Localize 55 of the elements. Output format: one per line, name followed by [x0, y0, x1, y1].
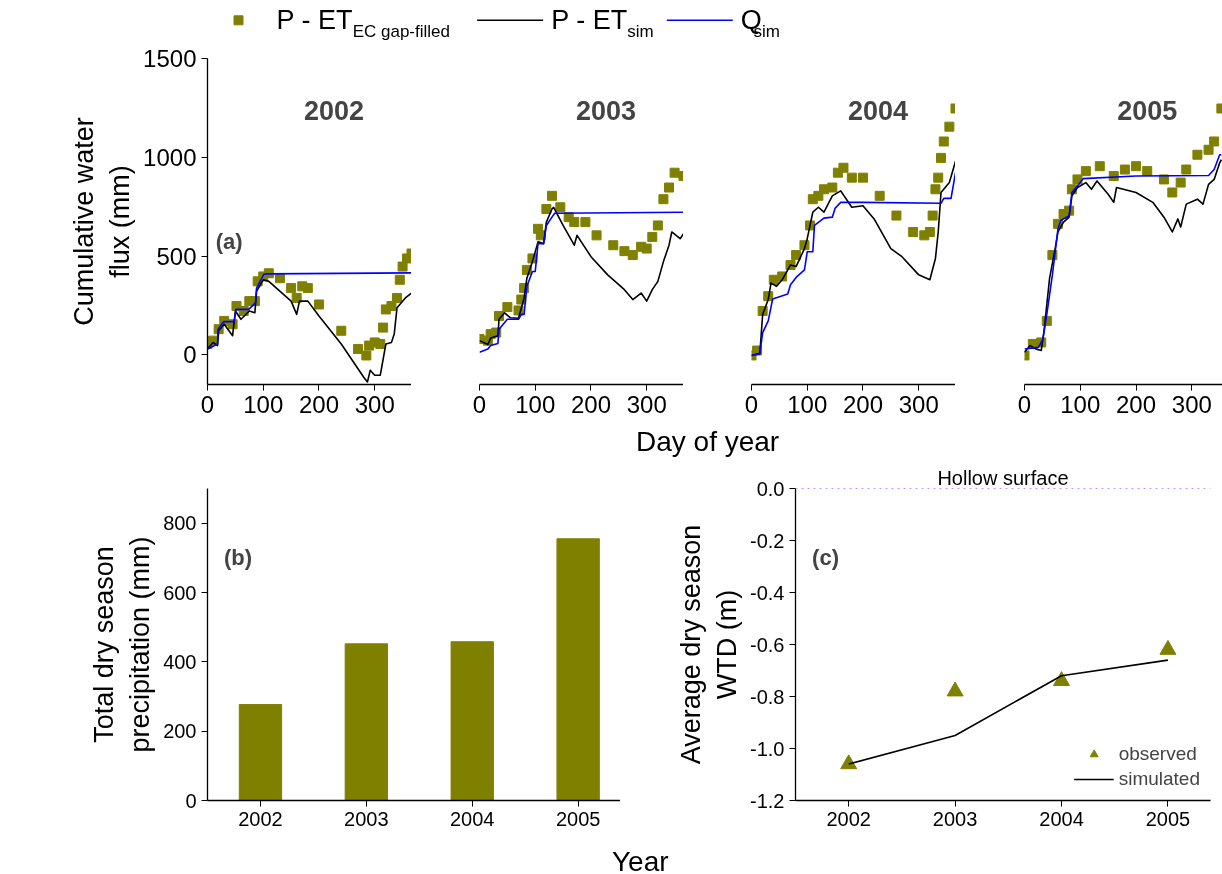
y-axis-title: Cumulative water flux (mm)	[69, 117, 136, 326]
x-axis-title: Year	[612, 846, 669, 874]
x-tick-label: 0	[472, 390, 487, 418]
y-tick-label: 400	[163, 650, 197, 673]
annotation: (b)	[224, 544, 253, 570]
x-tick-label: 300	[626, 390, 667, 418]
y-axis-title: Average dry season WTD (m)	[676, 524, 743, 765]
x-tick-label: 2002	[238, 807, 283, 830]
annotation: (c)	[812, 544, 839, 570]
x-tick-label: 2005	[555, 807, 601, 830]
x-tick-label: 100	[243, 390, 284, 418]
y-tick-label: 800	[163, 512, 197, 535]
x-tick-label: 100	[1060, 390, 1101, 418]
y-tick-label: 0	[183, 341, 197, 369]
x-tick-label: 0	[200, 390, 215, 418]
text: 2004	[847, 96, 909, 127]
legend-label: simulated	[1118, 768, 1200, 790]
y-tick-label: 1000	[143, 143, 197, 171]
x-tick-label: 2003	[344, 807, 389, 830]
y-axis-title: Total dry season precipitation (mm)	[89, 536, 156, 753]
annotation: (a)	[215, 228, 243, 254]
y-tick-label: 600	[163, 581, 197, 604]
y-tick-label: -0.4	[750, 581, 785, 604]
y-tick-label: -0.8	[750, 685, 785, 708]
x-tick-label: 200	[1116, 390, 1157, 418]
y-tick-label: 200	[163, 720, 197, 743]
x-tick-label: 0	[1017, 390, 1032, 418]
y-tick-label: -0.6	[750, 633, 785, 656]
legend-label: Qsim	[740, 5, 780, 41]
x-tick-label: 200	[842, 390, 883, 418]
y-tick-label: -1.0	[750, 737, 785, 760]
x-tick-label: 2004	[450, 807, 495, 830]
x-axis-title: Day of year	[636, 425, 780, 459]
x-tick-label: 100	[787, 390, 828, 418]
x-tick-label: 200	[570, 390, 611, 418]
text: 2002	[303, 96, 365, 127]
x-tick-label: 100	[515, 390, 556, 418]
text: 2003	[575, 96, 637, 127]
x-tick-label: 200	[298, 390, 339, 418]
x-tick-label: 2003	[932, 807, 978, 830]
x-tick-label: 300	[1171, 390, 1212, 418]
y-tick-label: 0.0	[756, 477, 785, 500]
x-tick-label: 2005	[1145, 807, 1191, 830]
x-tick-label: 2004	[1039, 807, 1084, 830]
legend-label: observed	[1118, 743, 1197, 765]
text: 2005	[1117, 96, 1178, 127]
y-tick-label: -1.2	[750, 789, 785, 812]
y-tick-label: 0	[185, 789, 197, 812]
x-tick-label: 2002	[826, 807, 871, 830]
y-tick-label: -0.2	[750, 529, 785, 552]
y-tick-label: 500	[156, 242, 197, 270]
ref-line-label: Hollow surface	[937, 466, 1069, 489]
y-tick-label: 1500	[143, 45, 197, 72]
x-tick-label: 300	[898, 390, 939, 418]
x-tick-label: 300	[354, 390, 395, 418]
